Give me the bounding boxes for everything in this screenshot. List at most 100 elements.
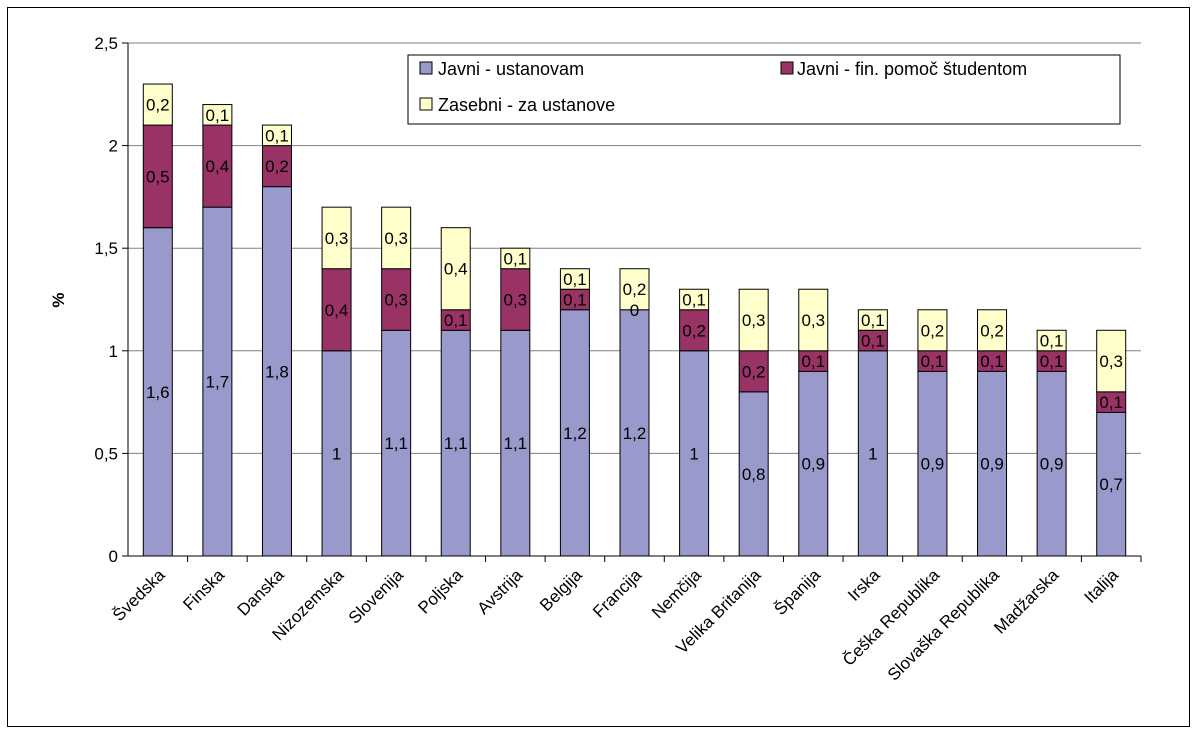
bar-segment xyxy=(619,268,650,311)
bar-segment xyxy=(798,288,829,352)
x-category-label: Francija xyxy=(589,565,646,622)
y-tick-label: 0,5 xyxy=(94,444,118,463)
x-category-label: Slovaška Republika xyxy=(884,565,1003,684)
data-label: 0,3 xyxy=(504,291,528,310)
x-category-label: Poljska xyxy=(414,565,467,618)
data-label: 0,3 xyxy=(742,311,766,330)
x-category-label: Finska xyxy=(179,565,228,614)
bar-segment xyxy=(1036,329,1067,352)
data-label: 0,1 xyxy=(861,332,885,351)
data-label: 0,3 xyxy=(325,229,349,248)
data-label: 0,2 xyxy=(742,362,766,381)
data-label: 0,2 xyxy=(623,280,647,299)
bar-segment xyxy=(202,206,233,557)
bar-segment xyxy=(142,124,173,229)
data-label: 0,7 xyxy=(1099,475,1123,494)
data-label: 0,4 xyxy=(325,301,349,320)
data-label: 1,1 xyxy=(444,434,468,453)
legend-swatch-javni-ustanovam xyxy=(419,61,433,75)
data-label: 0,2 xyxy=(146,96,170,115)
bar-segment xyxy=(440,329,471,557)
bar-segment xyxy=(559,268,590,290)
data-label: 0,1 xyxy=(206,106,230,125)
y-axis-title: % xyxy=(49,292,68,307)
data-label: 0,1 xyxy=(1040,352,1064,371)
data-label: 0,9 xyxy=(1040,455,1064,474)
x-category-label: Švedska xyxy=(109,565,169,625)
data-label: 0,4 xyxy=(444,260,468,279)
legend-swatch-zasebni-za-ustanove xyxy=(419,97,433,111)
y-tick-label: 0 xyxy=(109,547,118,566)
data-label: 0,3 xyxy=(801,311,825,330)
bar-segment xyxy=(1096,411,1127,557)
data-label: 1,1 xyxy=(384,434,408,453)
data-label: 0,1 xyxy=(1040,332,1064,351)
data-label: 0,1 xyxy=(682,291,706,310)
data-label: 0,1 xyxy=(265,126,289,145)
bar-segment xyxy=(857,350,888,557)
data-label: 1,7 xyxy=(206,373,230,392)
bar-segment xyxy=(738,350,769,393)
bar-segment xyxy=(1096,329,1127,393)
data-label: 1,1 xyxy=(504,434,528,453)
data-label: 0,2 xyxy=(921,321,945,340)
data-label: 0,2 xyxy=(265,157,289,176)
bar-segment xyxy=(381,329,412,557)
bar-segment xyxy=(321,206,352,270)
y-tick-label: 2,5 xyxy=(94,34,118,53)
bar-segment xyxy=(917,370,948,557)
x-category-label: Danska xyxy=(234,565,289,620)
bar-segment xyxy=(440,227,471,311)
data-label: 0,1 xyxy=(563,270,587,289)
y-tick-label: 1 xyxy=(109,342,118,361)
data-label: 1 xyxy=(332,444,341,463)
legend-label-zasebni-za-ustanove: Zasebni - za ustanove xyxy=(438,95,615,115)
data-label: 0,5 xyxy=(146,167,170,186)
data-label: 1,2 xyxy=(623,424,647,443)
x-category-label: Italija xyxy=(1081,565,1123,607)
data-label: 0,9 xyxy=(921,455,945,474)
x-category-label: Slovenija xyxy=(345,565,408,628)
data-label: 0,1 xyxy=(504,249,528,268)
legend-swatch-javni-fin-pomoc xyxy=(780,61,794,75)
data-label: 1 xyxy=(868,444,877,463)
bar-segment xyxy=(679,288,710,311)
data-label: 0,2 xyxy=(682,321,706,340)
x-category-label: Irska xyxy=(844,565,884,605)
bar-segment xyxy=(321,350,352,557)
legend-label-javni-ustanovam: Javni - ustanovam xyxy=(438,59,584,79)
bars xyxy=(142,83,1127,557)
x-category-label: Nemčija xyxy=(648,565,705,622)
data-label: 0,1 xyxy=(980,352,1004,371)
bar-segment xyxy=(261,124,292,147)
data-label: 0,1 xyxy=(444,311,468,330)
bar-segment xyxy=(738,288,769,352)
bar-segment xyxy=(619,309,650,557)
data-label: 1,2 xyxy=(563,424,587,443)
legend-box xyxy=(407,54,1121,125)
data-label: 0,8 xyxy=(742,465,766,484)
bar-segment xyxy=(202,104,233,126)
x-category-label: Avstrija xyxy=(474,565,527,618)
data-label: 1,8 xyxy=(265,362,289,381)
bar-segment xyxy=(381,206,412,270)
data-label: 0,1 xyxy=(1099,393,1123,412)
x-category-label: Španija xyxy=(771,565,825,619)
legend: Javni - ustanovam Javni - fin. pomoč štu… xyxy=(407,54,1121,125)
bar-segment xyxy=(381,268,412,331)
x-category-label: Belgija xyxy=(536,565,586,615)
bar-segment xyxy=(679,350,710,557)
y-tick-label: 1,5 xyxy=(94,239,118,258)
x-category-label: Madžarska xyxy=(990,565,1063,638)
data-label: 0,4 xyxy=(206,157,230,176)
bar-segment xyxy=(500,247,531,270)
data-label: 0,1 xyxy=(801,352,825,371)
bar-segment xyxy=(917,309,948,352)
data-label: 0,3 xyxy=(384,229,408,248)
bar-segment xyxy=(321,268,352,352)
bar-segment xyxy=(977,309,1008,352)
bar-segment xyxy=(500,268,531,331)
data-label: 0,1 xyxy=(921,352,945,371)
data-label: 1,6 xyxy=(146,383,170,402)
